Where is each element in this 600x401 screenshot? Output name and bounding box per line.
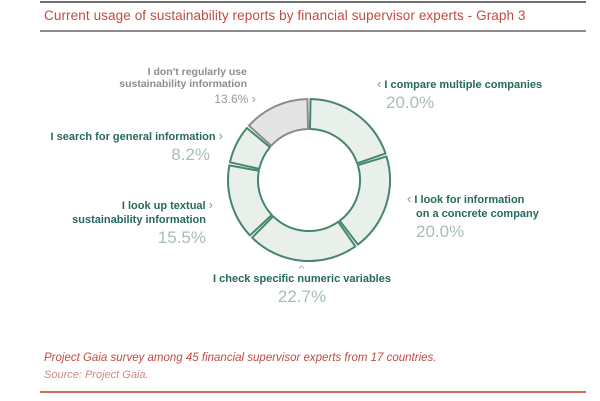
donut-segment-4 <box>228 127 271 170</box>
donut-segment-1 <box>338 155 391 246</box>
callout-dont-regularly-use: I don't regularly use sustainability inf… <box>119 66 256 106</box>
chevron-right-icon: › <box>218 128 223 143</box>
chevron-right-icon: › <box>208 197 213 212</box>
chevron-left-icon: ‹ <box>377 76 382 91</box>
callout-label: sustainability information <box>119 78 247 90</box>
callout-label: on a concrete company <box>416 208 539 220</box>
donut-segment-2 <box>251 215 357 262</box>
callout-percent: 22.7% <box>277 287 327 306</box>
donut-segment-3 <box>227 164 273 237</box>
callout-search-general-information: I search for general information › 8.2% <box>51 129 223 164</box>
chevron-right-icon: › <box>251 91 256 106</box>
callout-check-numeric-variables: ‹ I check specific numeric variables 22.… <box>150 262 454 306</box>
footer-source: Source: Project Gaia. <box>44 369 149 381</box>
callout-label: I don't regularly use <box>147 66 247 78</box>
callout-label: ‹ I compare multiple companies <box>377 76 543 92</box>
callout-label: I check specific numeric variables <box>213 273 391 285</box>
callout-label: I search for general information › <box>50 128 223 144</box>
callout-percent: 13.6% › <box>214 91 256 107</box>
callout-look-up-textual: I look up textual › sustainability infor… <box>72 198 213 247</box>
callout-compare-multiple-companies: ‹ I compare multiple companies 20.0% <box>377 77 542 112</box>
callout-percent: 20.0% <box>386 93 435 112</box>
page-title: Current usage of sustainability reports … <box>44 8 526 23</box>
donut-segment-0 <box>308 98 387 165</box>
callout-label: sustainability information <box>72 214 206 226</box>
footer-note: Project Gaia survey among 45 financial s… <box>44 352 437 364</box>
chevron-up-icon: ‹ <box>295 264 310 270</box>
header-rule-top <box>40 1 586 3</box>
header-rule-bottom <box>40 30 586 32</box>
callout-percent: 20.0% <box>416 222 465 241</box>
callout-label: I look up textual › <box>121 197 213 213</box>
donut-segment-5 <box>247 98 310 147</box>
chevron-left-icon: ‹ <box>407 191 412 206</box>
footer-rule <box>40 391 586 393</box>
callout-label: ‹ I look for information <box>407 191 525 207</box>
callout-percent: 8.2% <box>171 145 210 164</box>
callout-percent: 15.5% <box>157 228 206 247</box>
callout-concrete-company: ‹ I look for information on a concrete c… <box>407 192 539 241</box>
